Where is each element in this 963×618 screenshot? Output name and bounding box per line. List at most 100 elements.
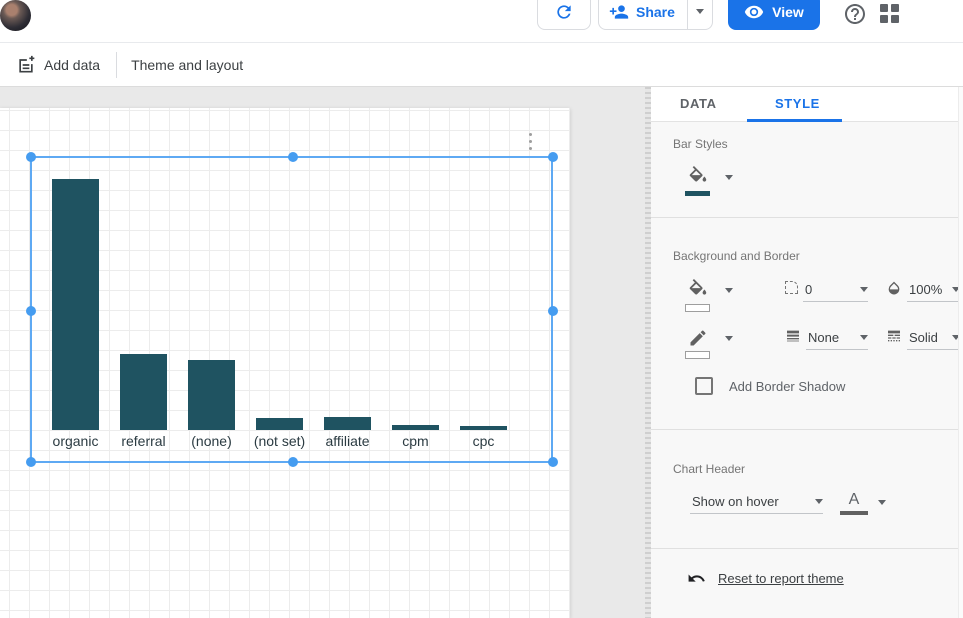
bar-affiliate[interactable]: [324, 417, 371, 430]
share-split-button: Share: [598, 0, 713, 30]
user-avatar[interactable]: [0, 0, 31, 31]
chart-selection-outline: [30, 156, 553, 463]
add-border-shadow-label: Add Border Shadow: [729, 378, 846, 394]
bar-label: cpc: [472, 433, 495, 449]
person-add-icon: [609, 2, 629, 22]
corner-radius-icon: [785, 281, 798, 294]
resize-handle-bottom-middle[interactable]: [288, 457, 298, 467]
add-data-label: Add data: [44, 56, 101, 73]
bar-label: (none): [191, 433, 232, 449]
active-tab-indicator: [747, 119, 842, 122]
panel-resize-handle[interactable]: [645, 87, 651, 618]
share-button-label: Share: [636, 3, 675, 20]
chart-header-visibility-select[interactable]: Show on hover: [690, 489, 823, 514]
share-options-button[interactable]: [688, 0, 712, 29]
bar-label: affiliate: [325, 433, 370, 449]
panel-scrollbar[interactable]: [958, 87, 963, 618]
chevron-down-icon: [695, 9, 704, 14]
border-style-field[interactable]: Solid: [886, 325, 960, 350]
chevron-down-icon: [860, 286, 868, 292]
bar-referral[interactable]: [120, 354, 167, 430]
bar-label: organic: [52, 433, 99, 449]
share-button[interactable]: Share: [599, 0, 688, 29]
bar-cpc[interactable]: [460, 426, 507, 430]
bar-none[interactable]: [188, 360, 235, 430]
border-color-dropdown-icon[interactable]: [725, 336, 733, 341]
add-data-icon: [16, 55, 36, 75]
tab-style[interactable]: STYLE: [775, 96, 820, 111]
workspace: organic referral (none) (not set) affiliate c…: [0, 87, 963, 618]
opacity-value: 100%: [909, 281, 943, 297]
reset-to-theme-button[interactable]: Reset to report theme: [687, 569, 844, 588]
help-button[interactable]: [842, 1, 868, 27]
corner-radius-value: 0: [805, 281, 813, 297]
view-button[interactable]: View: [728, 0, 820, 30]
tab-data[interactable]: DATA: [680, 96, 717, 111]
background-color-picker[interactable]: [685, 279, 710, 312]
line-style-icon: [886, 328, 902, 344]
help-icon: [843, 2, 867, 26]
text-color-underline: [840, 511, 868, 515]
refresh-button[interactable]: [537, 0, 591, 30]
apps-grid-icon: [879, 3, 899, 23]
resize-handle-right-middle[interactable]: [548, 306, 558, 316]
resize-handle-bottom-left[interactable]: [26, 457, 36, 467]
panel-tab-bar: DATA STYLE: [651, 87, 963, 122]
border-color-swatch: [685, 351, 710, 359]
border-weight-field[interactable]: None: [785, 325, 868, 350]
background-color-dropdown-icon[interactable]: [725, 288, 733, 293]
corner-radius-field[interactable]: 0: [785, 277, 868, 302]
border-weight-value: None: [808, 329, 840, 345]
bar-label: (not set): [253, 433, 306, 449]
chevron-down-icon: [815, 498, 823, 504]
opacity-icon: [886, 280, 902, 296]
properties-panel: DATA STYLE Bar Styles Background and Bor…: [651, 87, 963, 618]
bar-color-picker[interactable]: [685, 166, 710, 196]
reset-to-theme-label: Reset to report theme: [718, 571, 844, 586]
add-data-button[interactable]: Add data: [16, 55, 100, 75]
bar-cpm[interactable]: [392, 425, 439, 430]
resize-handle-left-middle[interactable]: [26, 306, 36, 316]
resize-handle-top-right[interactable]: [548, 152, 558, 162]
text-color-dropdown-icon[interactable]: [878, 500, 886, 505]
theme-layout-label: Theme and layout: [131, 56, 244, 73]
border-style-value: Solid: [909, 329, 938, 345]
paint-bucket-icon: [687, 279, 709, 301]
border-color-picker[interactable]: [685, 328, 710, 359]
resize-handle-bottom-right[interactable]: [548, 457, 558, 467]
report-canvas[interactable]: organic referral (none) (not set) affiliate c…: [0, 108, 570, 618]
app-header: Share View: [0, 0, 963, 43]
section-divider: [651, 548, 963, 549]
text-color-icon: A: [848, 491, 860, 508]
resize-handle-top-middle[interactable]: [288, 152, 298, 162]
paint-bucket-icon: [687, 166, 709, 188]
checkbox-icon: [695, 377, 713, 395]
bar-label: cpm: [402, 433, 429, 449]
chevron-down-icon: [952, 334, 960, 340]
bar-styles-title: Bar Styles: [673, 137, 728, 151]
opacity-field[interactable]: 100%: [886, 277, 960, 302]
chart-options-menu-icon[interactable]: [526, 133, 534, 150]
refresh-icon: [554, 2, 574, 22]
bar-notset[interactable]: [256, 418, 303, 430]
add-border-shadow-checkbox[interactable]: Add Border Shadow: [695, 377, 845, 395]
chevron-down-icon: [952, 286, 960, 292]
background-border-title: Background and Border: [673, 249, 800, 263]
bar-color-swatch: [685, 191, 710, 196]
eye-icon: [744, 2, 764, 22]
header-text-color-picker[interactable]: A: [840, 491, 868, 515]
chevron-down-icon: [860, 334, 868, 340]
bar-color-dropdown-icon[interactable]: [725, 175, 733, 180]
chart-header-title: Chart Header: [673, 462, 746, 476]
edit-toolbar: Add data Theme and layout: [0, 43, 963, 87]
resize-handle-top-left[interactable]: [26, 152, 36, 162]
chart-header-visibility-value: Show on hover: [692, 493, 779, 509]
section-divider: [651, 217, 963, 218]
apps-menu-button[interactable]: [878, 2, 900, 24]
view-button-label: View: [772, 3, 804, 20]
background-color-swatch: [685, 304, 710, 312]
bar-organic[interactable]: [52, 179, 99, 430]
undo-icon: [687, 569, 706, 588]
theme-and-layout-button[interactable]: Theme and layout: [131, 57, 243, 73]
